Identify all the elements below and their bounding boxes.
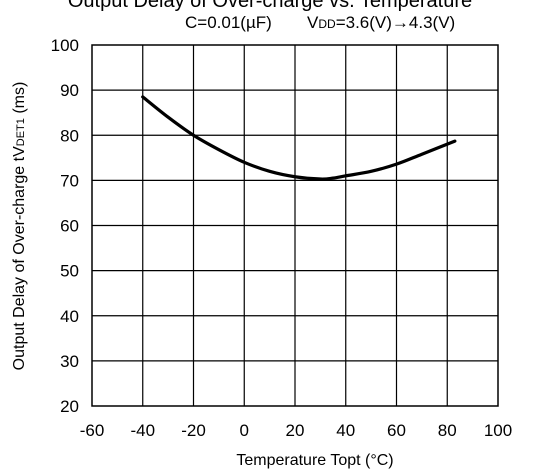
y-tick-label: 70 xyxy=(60,171,79,190)
x-tick-label: -60 xyxy=(80,421,105,440)
y-tick-label: 20 xyxy=(60,397,79,416)
y-tick-label: 50 xyxy=(60,262,79,281)
y-tick-label: 40 xyxy=(60,307,79,326)
y-tick-label: 100 xyxy=(51,36,79,55)
x-tick-label: -40 xyxy=(130,421,155,440)
x-axis-label: Temperature Topt (°C) xyxy=(236,452,393,469)
y-tick-label: 30 xyxy=(60,352,79,371)
y-tick-label: 90 xyxy=(60,81,79,100)
x-tick-label: 20 xyxy=(286,421,305,440)
y-tick-label: 60 xyxy=(60,217,79,236)
x-tick-label: 100 xyxy=(484,421,512,440)
x-tick-label: 0 xyxy=(240,421,249,440)
y-axis-label: Output Delay of Over-charge tVDET1 (ms) xyxy=(11,82,28,371)
chart-subtitle-vdd: VDD=3.6(V)→4.3(V) xyxy=(307,13,455,32)
chart-title: Output Delay of Over-charge vs. Temperat… xyxy=(68,0,472,12)
series-line xyxy=(141,95,457,181)
plot-area: -60 -40 -20 0 20 40 60 80 100 20 30 40 50 60 70 80 90 100 xyxy=(51,36,513,440)
x-tick-label: 80 xyxy=(438,421,457,440)
y-tick-label: 80 xyxy=(60,126,79,145)
x-tick-label: 60 xyxy=(387,421,406,440)
chart-subtitle-capacitance: C=0.01(µF) xyxy=(185,13,272,32)
x-tick-label: 40 xyxy=(336,421,355,440)
x-tick-label: -20 xyxy=(181,421,206,440)
